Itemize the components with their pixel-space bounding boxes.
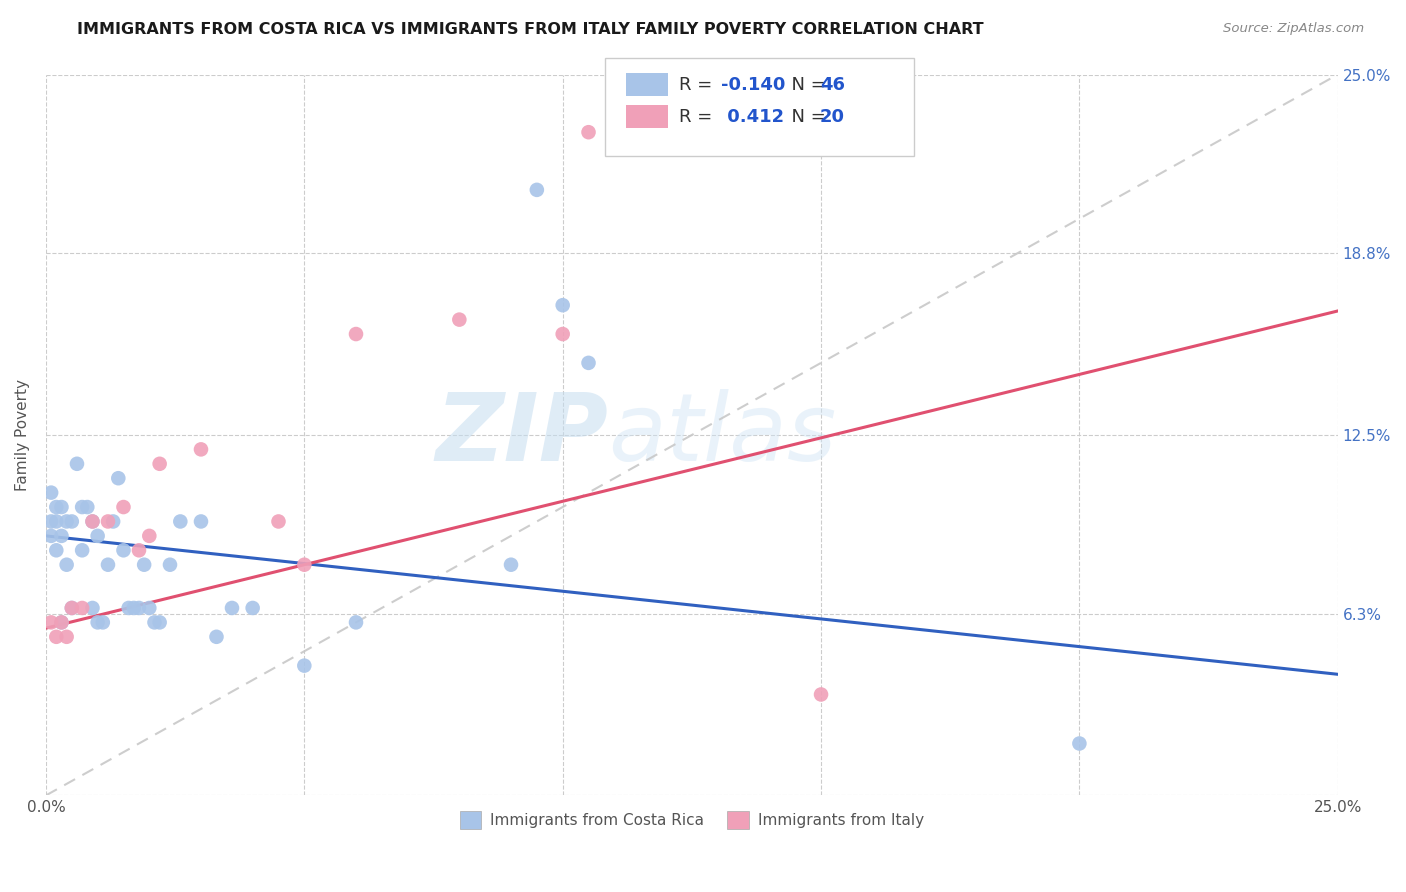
Point — [344, 326, 367, 341]
Text: 0.412: 0.412 — [721, 108, 785, 126]
Point — [86, 529, 108, 543]
Point — [1069, 737, 1091, 751]
Point — [578, 125, 600, 139]
Point — [101, 515, 124, 529]
Point — [810, 688, 832, 702]
Point — [60, 515, 83, 529]
Point — [169, 515, 191, 529]
Point — [39, 515, 62, 529]
Point — [82, 601, 104, 615]
Point — [143, 615, 166, 630]
Text: atlas: atlas — [607, 390, 837, 481]
Point — [82, 515, 104, 529]
Point — [138, 601, 160, 615]
Point — [82, 515, 104, 529]
Point — [45, 630, 67, 644]
Point — [128, 601, 150, 615]
Point — [51, 500, 73, 514]
Point — [344, 615, 367, 630]
Point — [149, 615, 172, 630]
Point — [60, 601, 83, 615]
Y-axis label: Family Poverty: Family Poverty — [15, 379, 30, 491]
Legend: Immigrants from Costa Rica, Immigrants from Italy: Immigrants from Costa Rica, Immigrants f… — [454, 805, 929, 835]
Point — [60, 601, 83, 615]
Text: Source: ZipAtlas.com: Source: ZipAtlas.com — [1223, 22, 1364, 36]
Point — [45, 500, 67, 514]
Point — [292, 658, 315, 673]
Point — [51, 615, 73, 630]
Text: N =: N = — [780, 76, 832, 94]
Text: ZIP: ZIP — [434, 389, 607, 481]
Point — [39, 615, 62, 630]
Point — [499, 558, 522, 572]
Point — [242, 601, 264, 615]
Point — [39, 529, 62, 543]
Point — [292, 558, 315, 572]
Point — [159, 558, 181, 572]
Point — [578, 356, 600, 370]
Point — [551, 326, 574, 341]
Point — [70, 500, 93, 514]
Point — [526, 183, 548, 197]
Point — [86, 615, 108, 630]
Text: IMMIGRANTS FROM COSTA RICA VS IMMIGRANTS FROM ITALY FAMILY POVERTY CORRELATION C: IMMIGRANTS FROM COSTA RICA VS IMMIGRANTS… — [77, 22, 984, 37]
Point — [55, 558, 77, 572]
Point — [55, 630, 77, 644]
Point — [107, 471, 129, 485]
Point — [55, 515, 77, 529]
Point — [97, 515, 120, 529]
Point — [70, 601, 93, 615]
Text: 46: 46 — [820, 76, 845, 94]
Point — [149, 457, 172, 471]
Point — [112, 500, 135, 514]
Point — [449, 312, 471, 326]
Text: 20: 20 — [820, 108, 845, 126]
Point — [190, 515, 212, 529]
Text: R =: R = — [679, 76, 718, 94]
Point — [91, 615, 114, 630]
Point — [45, 515, 67, 529]
Point — [70, 543, 93, 558]
Point — [112, 543, 135, 558]
Point — [76, 500, 98, 514]
Point — [39, 485, 62, 500]
Point — [51, 529, 73, 543]
Point — [221, 601, 243, 615]
Point — [51, 615, 73, 630]
Text: -0.140: -0.140 — [721, 76, 786, 94]
Point — [128, 543, 150, 558]
Point — [122, 601, 145, 615]
Point — [551, 298, 574, 312]
Point — [190, 442, 212, 457]
Point — [66, 457, 89, 471]
Text: R =: R = — [679, 108, 718, 126]
Point — [97, 558, 120, 572]
Point — [117, 601, 139, 615]
Point — [134, 558, 156, 572]
Text: N =: N = — [780, 108, 832, 126]
Point — [267, 515, 290, 529]
Point — [138, 529, 160, 543]
Point — [45, 543, 67, 558]
Point — [205, 630, 228, 644]
